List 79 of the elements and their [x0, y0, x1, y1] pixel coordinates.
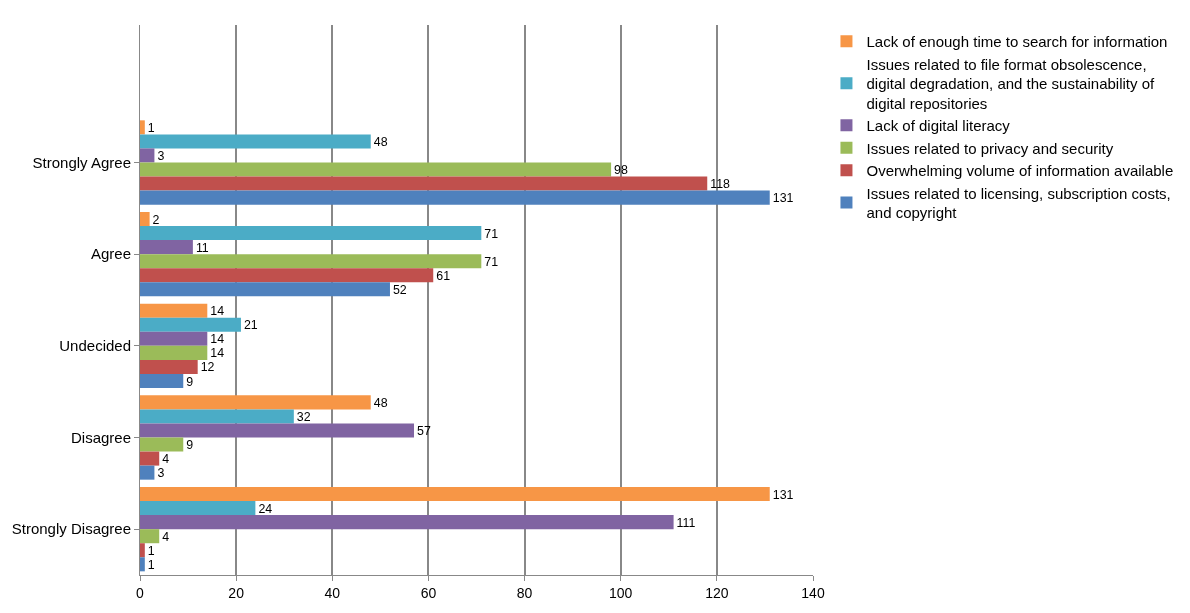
x-tick-label: 140 — [801, 584, 825, 601]
y-tick-label: Strongly Disagree — [11, 520, 131, 538]
data-label: 14 — [210, 332, 225, 347]
data-label: 131 — [772, 191, 794, 206]
data-label: 111 — [676, 515, 696, 530]
bar — [140, 529, 160, 544]
bar — [140, 451, 160, 466]
bar — [140, 437, 184, 452]
x-tick-label: 120 — [705, 584, 729, 601]
data-label: 12 — [200, 360, 215, 375]
data-label: 11 — [195, 240, 209, 255]
bar — [140, 240, 193, 255]
bar — [140, 303, 208, 318]
bar — [140, 395, 371, 410]
data-label: 24 — [258, 501, 273, 516]
x-tick-label: 80 — [516, 584, 533, 601]
bar — [140, 345, 208, 360]
data-label: 118 — [710, 177, 731, 192]
bar — [140, 557, 145, 572]
data-label: 61 — [436, 268, 451, 283]
y-tick-label: Undecided — [59, 337, 131, 355]
legend-label: Overwhelming volume of information available — [866, 162, 1174, 180]
data-label: 1 — [147, 543, 155, 558]
bar — [140, 226, 482, 241]
legend-label: Issues related to licensing, subscription costs, and copyright — [866, 184, 1171, 222]
x-tick-label: 0 — [136, 584, 145, 601]
y-tick-label: Agree — [90, 245, 131, 263]
data-label: 4 — [162, 529, 170, 544]
bar — [140, 373, 184, 388]
bar — [140, 465, 155, 480]
data-label: 4 — [162, 452, 170, 467]
bar — [140, 423, 415, 438]
bar — [140, 317, 241, 332]
x-tick-label: 100 — [609, 584, 633, 601]
data-label: 71 — [484, 254, 499, 269]
data-label: 9 — [186, 374, 194, 389]
legend-label: Lack of digital literacy — [866, 117, 1011, 135]
x-tick-label: 60 — [420, 584, 437, 601]
data-label: 32 — [296, 409, 311, 424]
bar — [140, 120, 145, 135]
x-tick-label: 20 — [228, 584, 245, 601]
bar — [140, 190, 770, 205]
bar — [140, 254, 482, 269]
legend-label: Issues related to privacy and security — [866, 139, 1114, 157]
x-tick-label: 40 — [324, 584, 341, 601]
bar — [140, 148, 155, 163]
bar — [140, 543, 145, 558]
bar — [140, 282, 390, 297]
legend-label: Issues related to file format obsolescence, digital degradation, and the sustainability of digital repositories — [866, 55, 1155, 112]
data-label: 52 — [392, 282, 407, 297]
bar — [140, 515, 674, 530]
data-label: 2 — [152, 212, 160, 227]
bar — [140, 176, 708, 191]
data-label: 3 — [157, 149, 165, 164]
data-label: 57 — [417, 424, 431, 439]
data-label: 3 — [157, 466, 165, 481]
data-label: 131 — [772, 487, 794, 502]
bar — [140, 162, 612, 177]
y-tick-label: Disagree — [70, 428, 131, 446]
bar — [140, 134, 371, 149]
y-tick-label: Strongly Agree — [32, 153, 131, 171]
bar — [140, 501, 256, 516]
data-label: 1 — [147, 120, 155, 135]
data-label: 71 — [484, 226, 499, 241]
data-label: 1 — [147, 557, 155, 572]
bar — [140, 212, 150, 227]
bar — [140, 268, 434, 283]
data-label: 48 — [373, 134, 388, 149]
bar — [140, 487, 770, 502]
data-label: 48 — [373, 395, 388, 410]
legend-label: Lack of enough time to search for information — [866, 33, 1168, 51]
bar — [140, 359, 198, 374]
data-label: 98 — [614, 163, 628, 178]
data-label: 14 — [210, 346, 225, 361]
data-label: 21 — [243, 318, 258, 333]
bar — [140, 331, 208, 346]
data-label: 14 — [210, 304, 225, 319]
bar — [140, 409, 294, 424]
data-label: 9 — [186, 438, 194, 453]
